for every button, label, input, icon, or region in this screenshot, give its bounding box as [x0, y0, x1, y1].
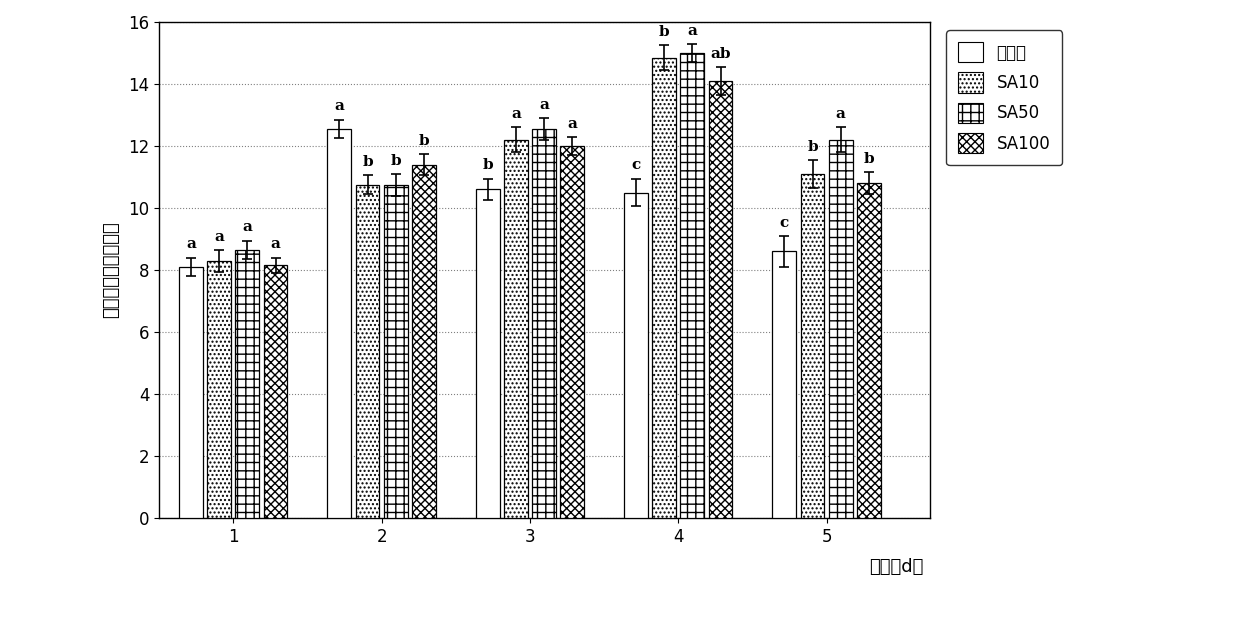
Bar	[384, 185, 408, 518]
Bar	[264, 265, 288, 518]
Text: a: a	[836, 107, 846, 121]
Bar	[560, 146, 584, 518]
Text: a: a	[186, 237, 196, 252]
Text: b: b	[807, 140, 818, 154]
Text: b: b	[863, 152, 874, 166]
Bar	[681, 53, 704, 518]
Bar	[207, 261, 231, 518]
Text: a: a	[215, 230, 224, 243]
Bar	[709, 81, 733, 518]
Bar	[476, 189, 500, 518]
Bar	[801, 174, 825, 518]
Bar	[828, 140, 853, 518]
Text: a: a	[243, 220, 252, 234]
Bar	[624, 193, 647, 518]
Bar	[356, 185, 379, 518]
Text: a: a	[335, 99, 345, 114]
Bar	[532, 129, 556, 518]
Bar	[857, 183, 880, 518]
Text: b: b	[658, 25, 670, 39]
Text: b: b	[419, 134, 429, 148]
Text: a: a	[270, 237, 280, 252]
Text: ab: ab	[711, 47, 730, 61]
Y-axis label: 花青素含量相对浓度: 花青素含量相对浓度	[102, 222, 120, 319]
Text: a: a	[687, 24, 697, 37]
Bar	[236, 250, 259, 518]
Text: b: b	[362, 155, 373, 170]
Bar	[412, 165, 435, 518]
Text: a: a	[567, 117, 577, 130]
Text: 天数（d）: 天数（d）	[869, 558, 923, 576]
Bar	[773, 252, 796, 518]
Bar	[503, 140, 528, 518]
Text: a: a	[539, 98, 549, 112]
Text: b: b	[482, 158, 494, 173]
Legend: 水处理, SA10, SA50, SA100: 水处理, SA10, SA50, SA100	[946, 30, 1061, 165]
Text: c: c	[631, 158, 641, 173]
Text: a: a	[511, 107, 521, 121]
Bar	[652, 58, 676, 518]
Bar	[179, 267, 203, 518]
Text: b: b	[391, 154, 401, 168]
Bar	[327, 129, 351, 518]
Text: c: c	[780, 215, 789, 230]
